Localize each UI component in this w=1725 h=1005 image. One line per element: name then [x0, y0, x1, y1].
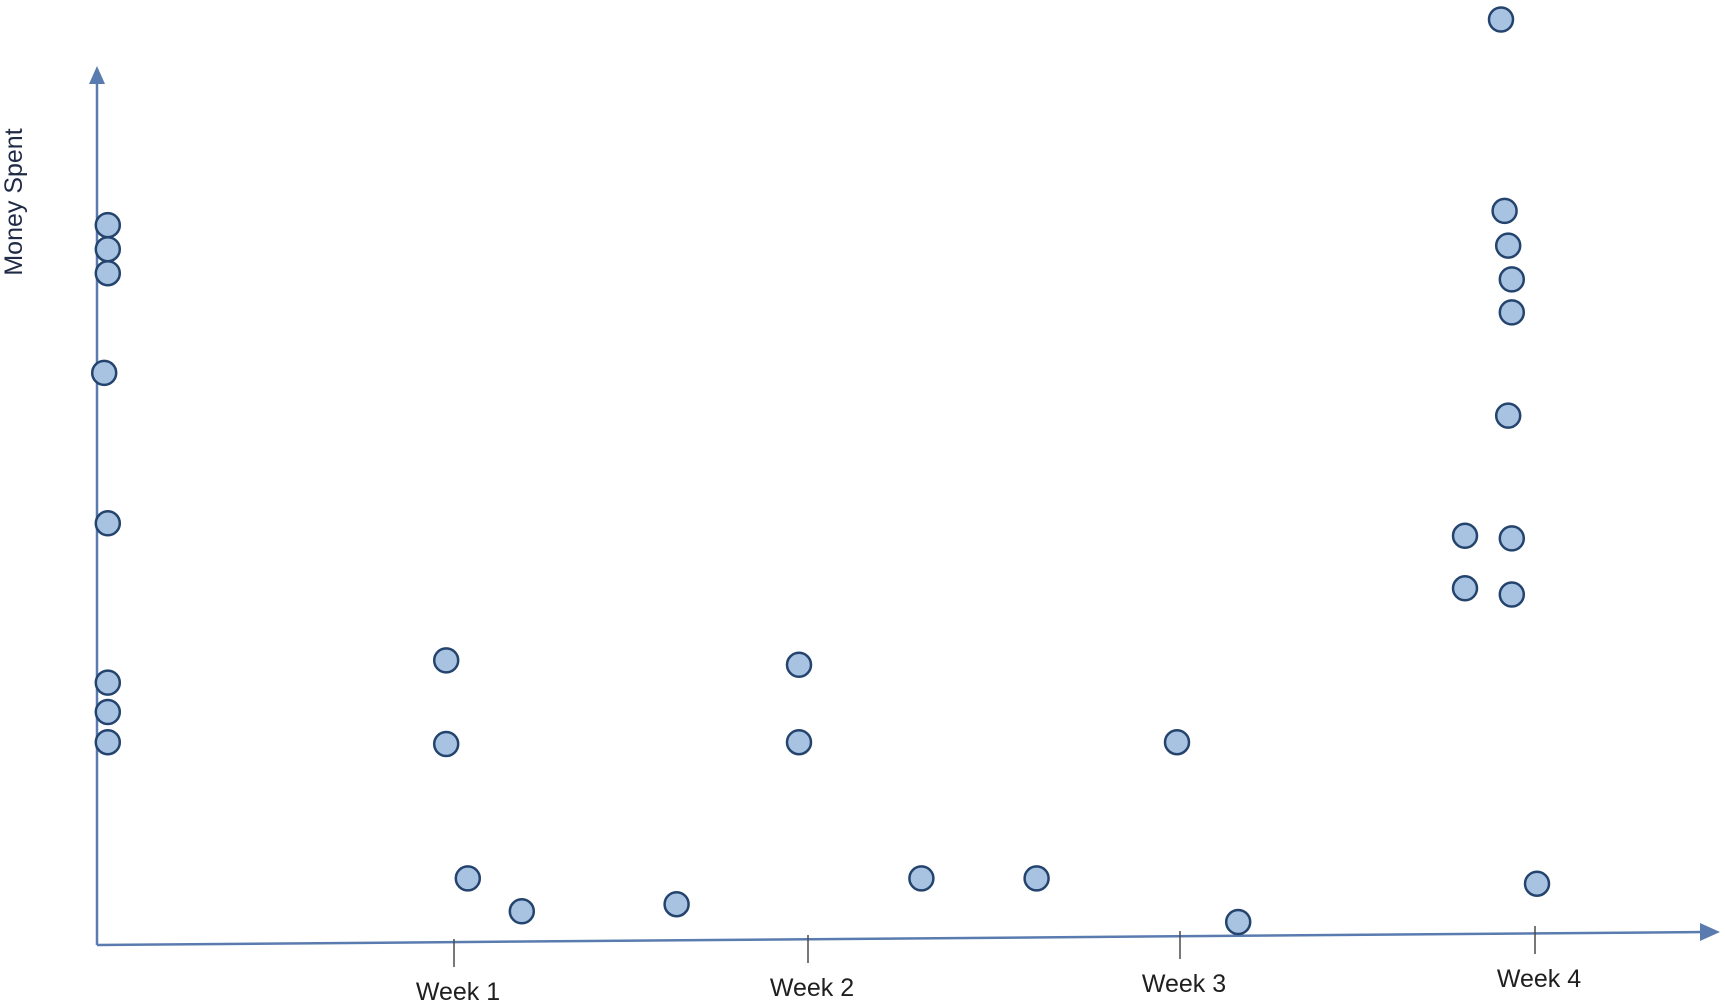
- data-point: [94, 211, 122, 239]
- x-axis-arrowhead: [1700, 923, 1720, 941]
- data-point: [94, 510, 122, 537]
- data-point: [94, 669, 122, 696]
- data-point: [454, 865, 482, 892]
- data-point: [1498, 525, 1526, 552]
- data-point: [785, 651, 813, 679]
- data-point: [432, 647, 460, 674]
- data-point: [1498, 266, 1526, 293]
- data-points: [90, 6, 1551, 936]
- y-axis-arrowhead: [89, 66, 105, 84]
- x-tick-label: Week 4: [1497, 965, 1581, 993]
- x-axis-line: [96, 930, 1708, 947]
- x-tick-label: Week 1: [416, 978, 500, 1005]
- data-point: [432, 730, 460, 758]
- x-tick-label: Week 3: [1142, 970, 1226, 998]
- x-tick-label: Week 2: [770, 974, 854, 1002]
- data-point: [1487, 6, 1515, 33]
- data-point: [1498, 299, 1526, 326]
- data-point: [94, 235, 122, 263]
- data-point: [1494, 232, 1522, 259]
- data-point: [1523, 870, 1551, 897]
- data-point: [1498, 581, 1526, 608]
- data-point: [94, 698, 122, 726]
- data-point: [94, 259, 122, 287]
- data-point: [1491, 197, 1518, 225]
- data-point: [908, 865, 935, 892]
- data-point: [1451, 522, 1479, 550]
- data-point: [1163, 728, 1191, 756]
- data-point: [94, 728, 122, 756]
- data-point: [90, 359, 118, 387]
- axes: [89, 66, 1720, 947]
- x-ticks: Week 1 Week 2 Week 3 Week 4: [416, 926, 1581, 1005]
- data-point: [1224, 908, 1252, 936]
- data-point: [1023, 865, 1050, 892]
- data-point: [663, 890, 690, 918]
- data-point: [1451, 575, 1479, 602]
- y-axis-title: Money Spent: [0, 128, 28, 275]
- data-point: [508, 898, 536, 925]
- data-point: [1494, 402, 1522, 429]
- data-point: [785, 728, 813, 756]
